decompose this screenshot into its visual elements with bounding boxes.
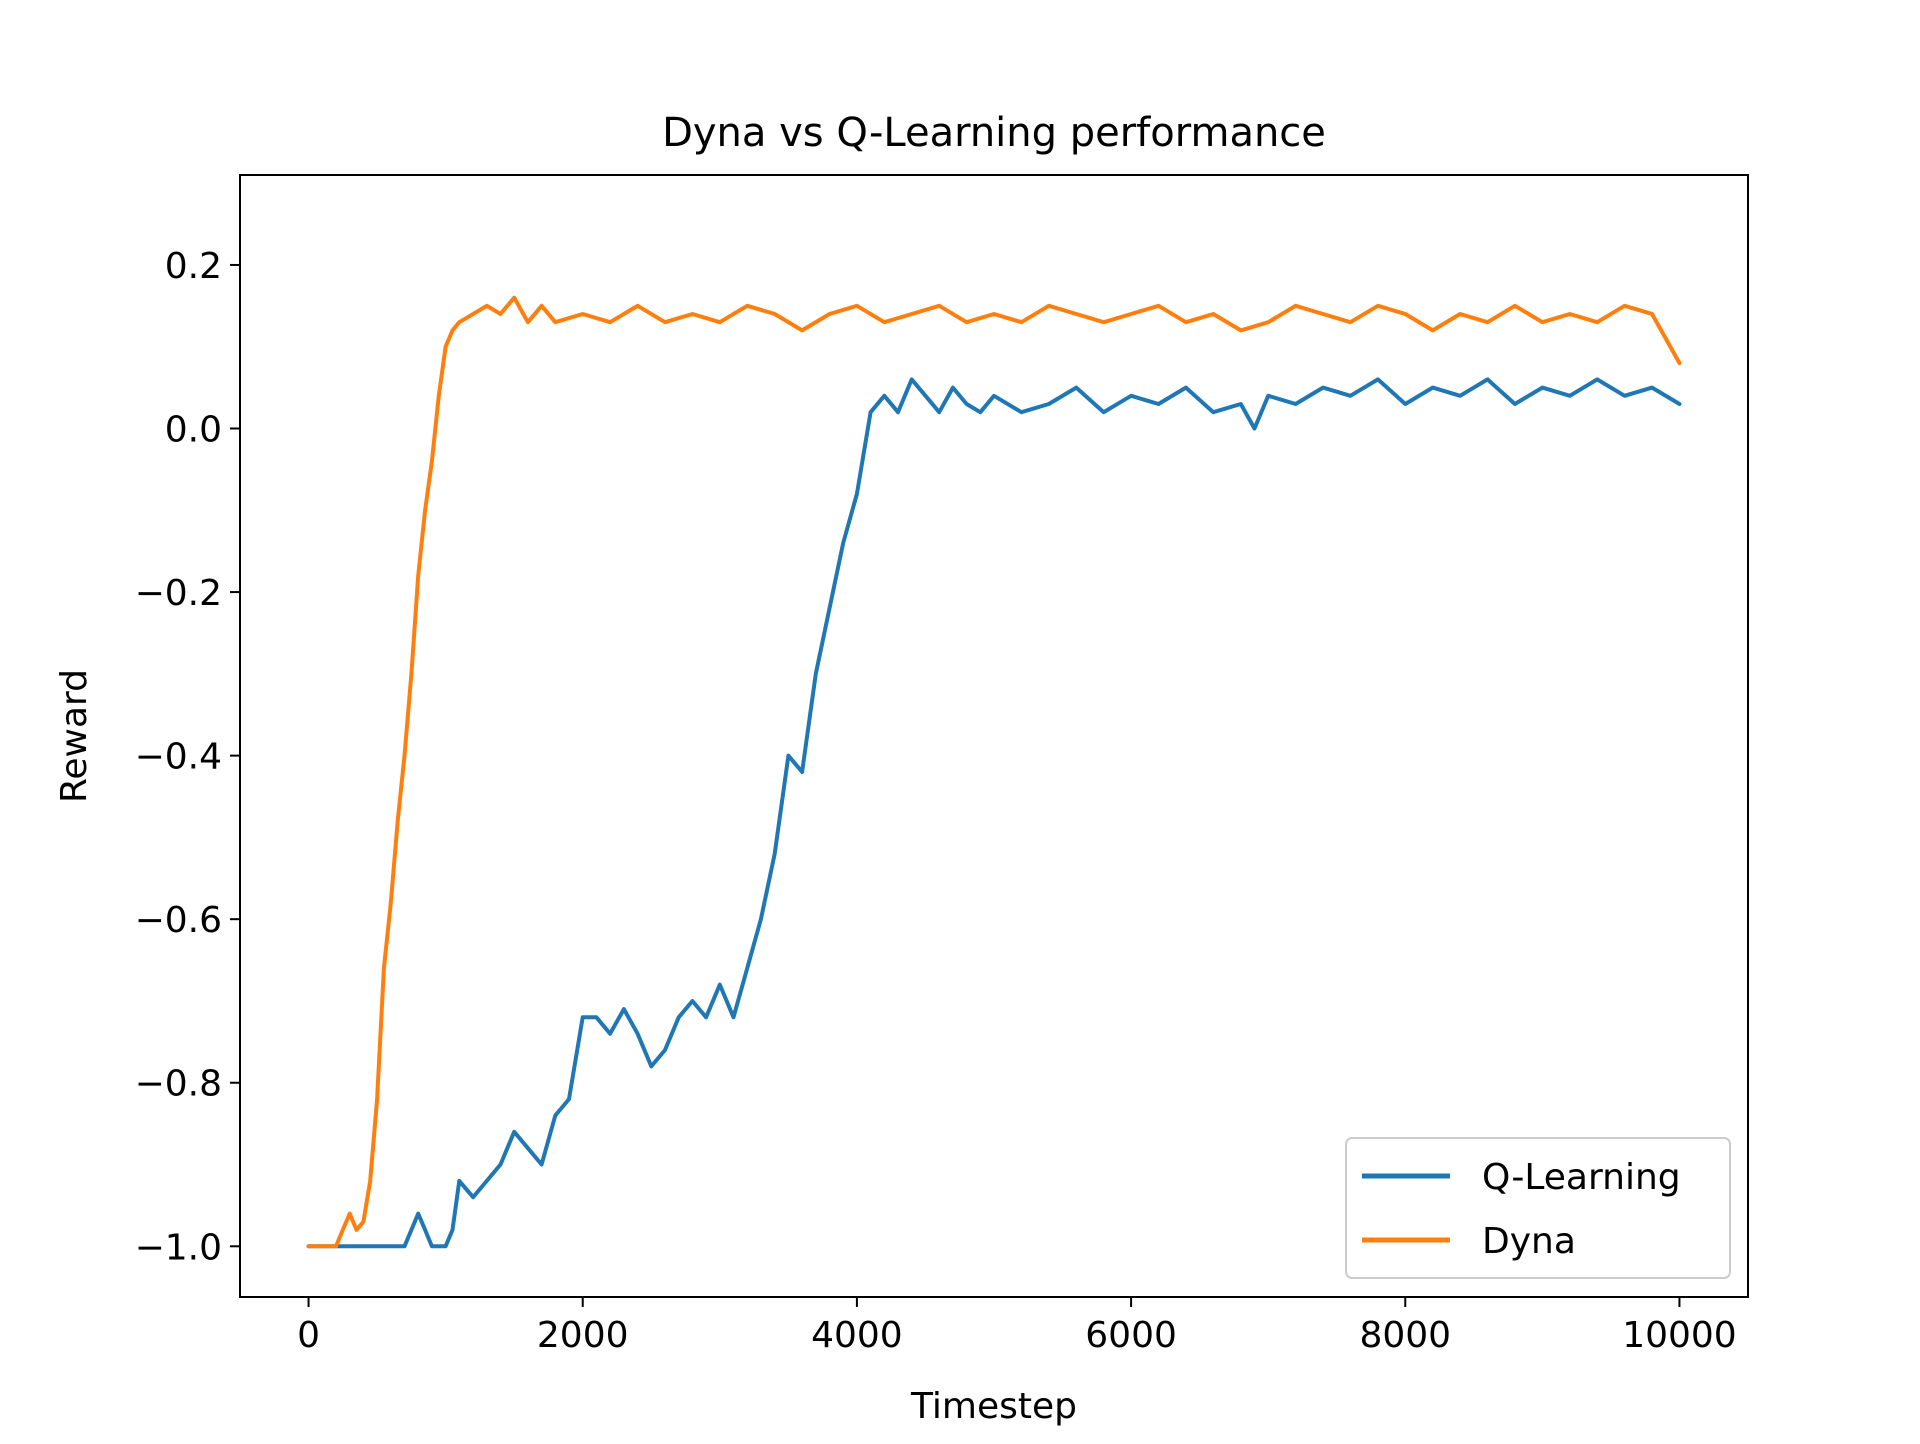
y-tick-label: −0.6 [135,900,222,941]
legend-box [1345,1137,1731,1279]
x-tick-label: 0 [297,1315,320,1356]
x-axis-label: Timestep [910,1386,1077,1427]
series-line-q-learning [306,377,1682,1249]
x-tick-label: 6000 [1085,1315,1177,1356]
y-tick-label: −1.0 [135,1227,222,1268]
x-tick-label: 4000 [811,1315,903,1356]
y-tick-label: −0.4 [135,737,222,778]
legend-label-dyna: Dyna [1482,1221,1576,1262]
plot-frame [239,174,1749,1298]
x-tick-label: 2000 [537,1315,629,1356]
x-tick-label: 8000 [1359,1315,1451,1356]
legend: Q-Learning Dyna [1345,1137,1731,1279]
y-axis-label: Reward [54,669,95,803]
y-tick-label: −0.2 [135,573,222,614]
y-axis: −1.0 −0.8 −0.6 −0.4 −0.2 0.0 0.2 [135,246,240,1268]
series-layer [306,295,1682,1249]
series-line-dyna [306,295,1682,1249]
chart-title: Dyna vs Q-Learning performance [662,110,1326,156]
legend-label-q-learning: Q-Learning [1482,1157,1681,1198]
x-tick-label: 10000 [1622,1315,1737,1356]
y-tick-label: 0.0 [165,410,222,451]
x-axis: 0 2000 4000 6000 8000 10000 [297,1297,1737,1356]
y-tick-label: 0.2 [165,246,222,287]
y-tick-label: −0.8 [135,1064,222,1105]
